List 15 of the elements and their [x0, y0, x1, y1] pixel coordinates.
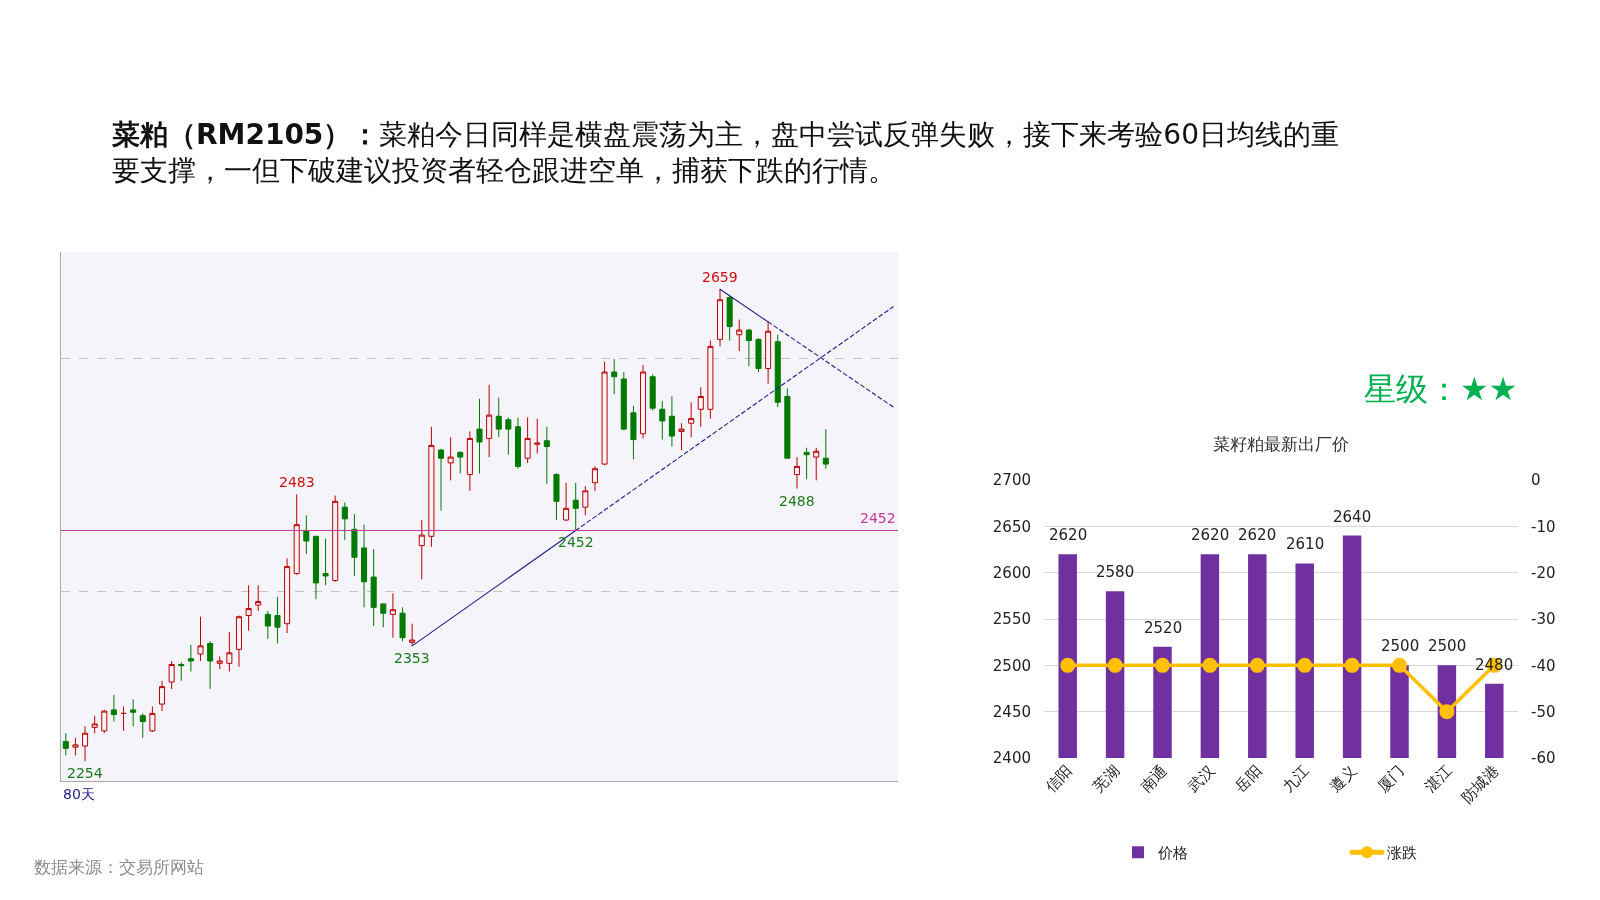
x-tick-label: 厦门 [1373, 761, 1408, 796]
y2-tick-label: -20 [1531, 563, 1556, 582]
y2-tick-label: -40 [1531, 656, 1556, 675]
y2-tick-label: -10 [1531, 517, 1556, 536]
text: 星级：★★ [1364, 370, 1518, 408]
y2-tick-label: -60 [1531, 749, 1556, 768]
y2-tick-label: -50 [1531, 702, 1556, 721]
x-tick-label: 湛江 [1421, 761, 1456, 796]
data-label: 2500 [1428, 637, 1467, 655]
y2-tick-label: -30 [1531, 610, 1556, 629]
x-tick-label: 防城港 [1457, 761, 1503, 807]
legend-label: 涨跌 [1387, 844, 1417, 863]
data-label: 2640 [1333, 508, 1372, 526]
y2-tick-label: 0 [1531, 471, 1541, 490]
data-label: 2500 [1381, 637, 1420, 655]
